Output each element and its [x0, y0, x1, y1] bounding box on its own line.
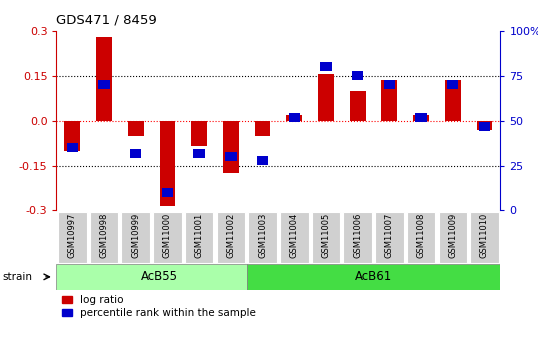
- Bar: [384, 80, 395, 89]
- Bar: [247, 264, 500, 290]
- Bar: [343, 211, 372, 263]
- Bar: [375, 211, 404, 263]
- Bar: [130, 149, 141, 158]
- Bar: [254, 121, 271, 136]
- Bar: [225, 152, 237, 161]
- Legend: log ratio, percentile rank within the sample: log ratio, percentile rank within the sa…: [62, 295, 256, 318]
- Bar: [257, 156, 268, 165]
- Text: GSM11001: GSM11001: [195, 213, 204, 258]
- Bar: [67, 143, 78, 152]
- Text: GSM11007: GSM11007: [385, 213, 394, 258]
- Bar: [479, 122, 490, 131]
- Bar: [312, 211, 340, 263]
- Bar: [191, 121, 207, 146]
- Bar: [223, 121, 239, 173]
- Bar: [438, 211, 467, 263]
- Bar: [352, 71, 363, 80]
- Bar: [445, 80, 461, 121]
- Text: GSM11003: GSM11003: [258, 213, 267, 258]
- Bar: [160, 121, 175, 206]
- Bar: [318, 75, 334, 121]
- Bar: [415, 113, 427, 122]
- Text: GSM11005: GSM11005: [322, 213, 330, 258]
- Text: GSM11010: GSM11010: [480, 213, 489, 258]
- Bar: [58, 211, 87, 263]
- Bar: [320, 62, 331, 71]
- Text: GSM11000: GSM11000: [163, 213, 172, 258]
- Bar: [96, 37, 112, 121]
- Bar: [288, 113, 300, 122]
- Text: GSM11006: GSM11006: [353, 213, 362, 258]
- Bar: [90, 211, 118, 263]
- Text: GSM11009: GSM11009: [448, 213, 457, 258]
- Text: GDS471 / 8459: GDS471 / 8459: [56, 14, 157, 27]
- Bar: [249, 211, 277, 263]
- Bar: [128, 121, 144, 136]
- Bar: [162, 188, 173, 197]
- Bar: [153, 211, 182, 263]
- Text: strain: strain: [3, 272, 33, 282]
- Text: GSM11002: GSM11002: [226, 213, 235, 258]
- Bar: [350, 91, 366, 121]
- Bar: [407, 211, 435, 263]
- Text: AcB55: AcB55: [141, 270, 178, 283]
- Bar: [413, 115, 429, 121]
- Bar: [286, 115, 302, 121]
- Bar: [185, 211, 214, 263]
- Bar: [56, 264, 247, 290]
- Bar: [98, 80, 110, 89]
- Bar: [381, 80, 397, 121]
- Bar: [217, 211, 245, 263]
- Text: GSM10999: GSM10999: [131, 213, 140, 258]
- Text: GSM11008: GSM11008: [416, 213, 426, 258]
- Bar: [65, 121, 80, 151]
- Text: GSM10998: GSM10998: [100, 213, 109, 258]
- Text: GSM11004: GSM11004: [290, 213, 299, 258]
- Bar: [477, 121, 492, 130]
- Bar: [194, 149, 205, 158]
- Bar: [280, 211, 308, 263]
- Text: GSM10997: GSM10997: [68, 213, 77, 258]
- Bar: [122, 211, 150, 263]
- Text: AcB61: AcB61: [355, 270, 392, 283]
- Bar: [447, 80, 458, 89]
- Bar: [470, 211, 499, 263]
